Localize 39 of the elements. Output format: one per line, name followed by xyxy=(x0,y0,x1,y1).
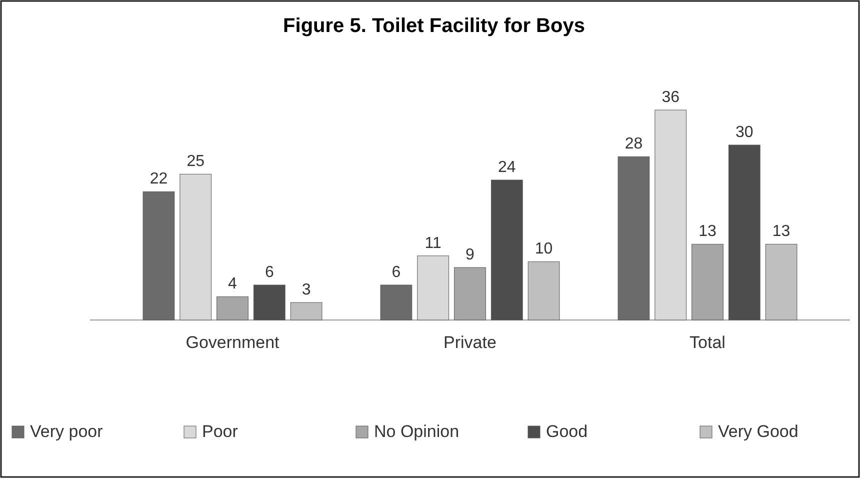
bar xyxy=(654,110,687,320)
bar xyxy=(417,256,450,320)
x-tick-label: Total xyxy=(690,333,726,352)
data-label: 6 xyxy=(392,264,401,281)
bar xyxy=(216,296,248,320)
bar xyxy=(290,302,322,320)
chart-title: Figure 5. Toilet Facility for Boys xyxy=(283,15,585,37)
bar xyxy=(380,284,412,320)
x-tick-label: Private xyxy=(444,333,496,352)
x-tick-label: Government xyxy=(186,333,280,352)
bar xyxy=(490,180,523,320)
legend-label: Very poor xyxy=(30,422,104,441)
legend-label: Poor xyxy=(202,422,238,441)
data-label: 11 xyxy=(424,234,442,252)
data-label: 13 xyxy=(772,223,790,240)
data-label: 24 xyxy=(498,159,516,176)
bar xyxy=(728,144,760,320)
data-label: 30 xyxy=(735,124,754,141)
data-label: 36 xyxy=(662,89,680,106)
data-label: 25 xyxy=(186,153,205,170)
data-label: 6 xyxy=(264,264,274,281)
data-label: 13 xyxy=(698,223,716,240)
bar xyxy=(454,267,486,320)
bar xyxy=(765,244,798,320)
bar xyxy=(528,261,560,320)
data-label: 4 xyxy=(228,276,238,293)
bar xyxy=(618,156,650,320)
bar xyxy=(253,284,286,320)
data-label: 9 xyxy=(466,246,475,264)
bar xyxy=(142,191,175,320)
legend-label: No Opinion xyxy=(374,422,460,441)
bar xyxy=(692,244,724,320)
data-label: 3 xyxy=(302,282,311,298)
data-label: 22 xyxy=(150,170,168,188)
data-label: 28 xyxy=(624,136,643,153)
bar xyxy=(180,174,212,320)
data-label: 10 xyxy=(534,240,553,258)
legend-label: Very Good xyxy=(718,422,798,441)
legend-label: Good xyxy=(546,422,588,441)
